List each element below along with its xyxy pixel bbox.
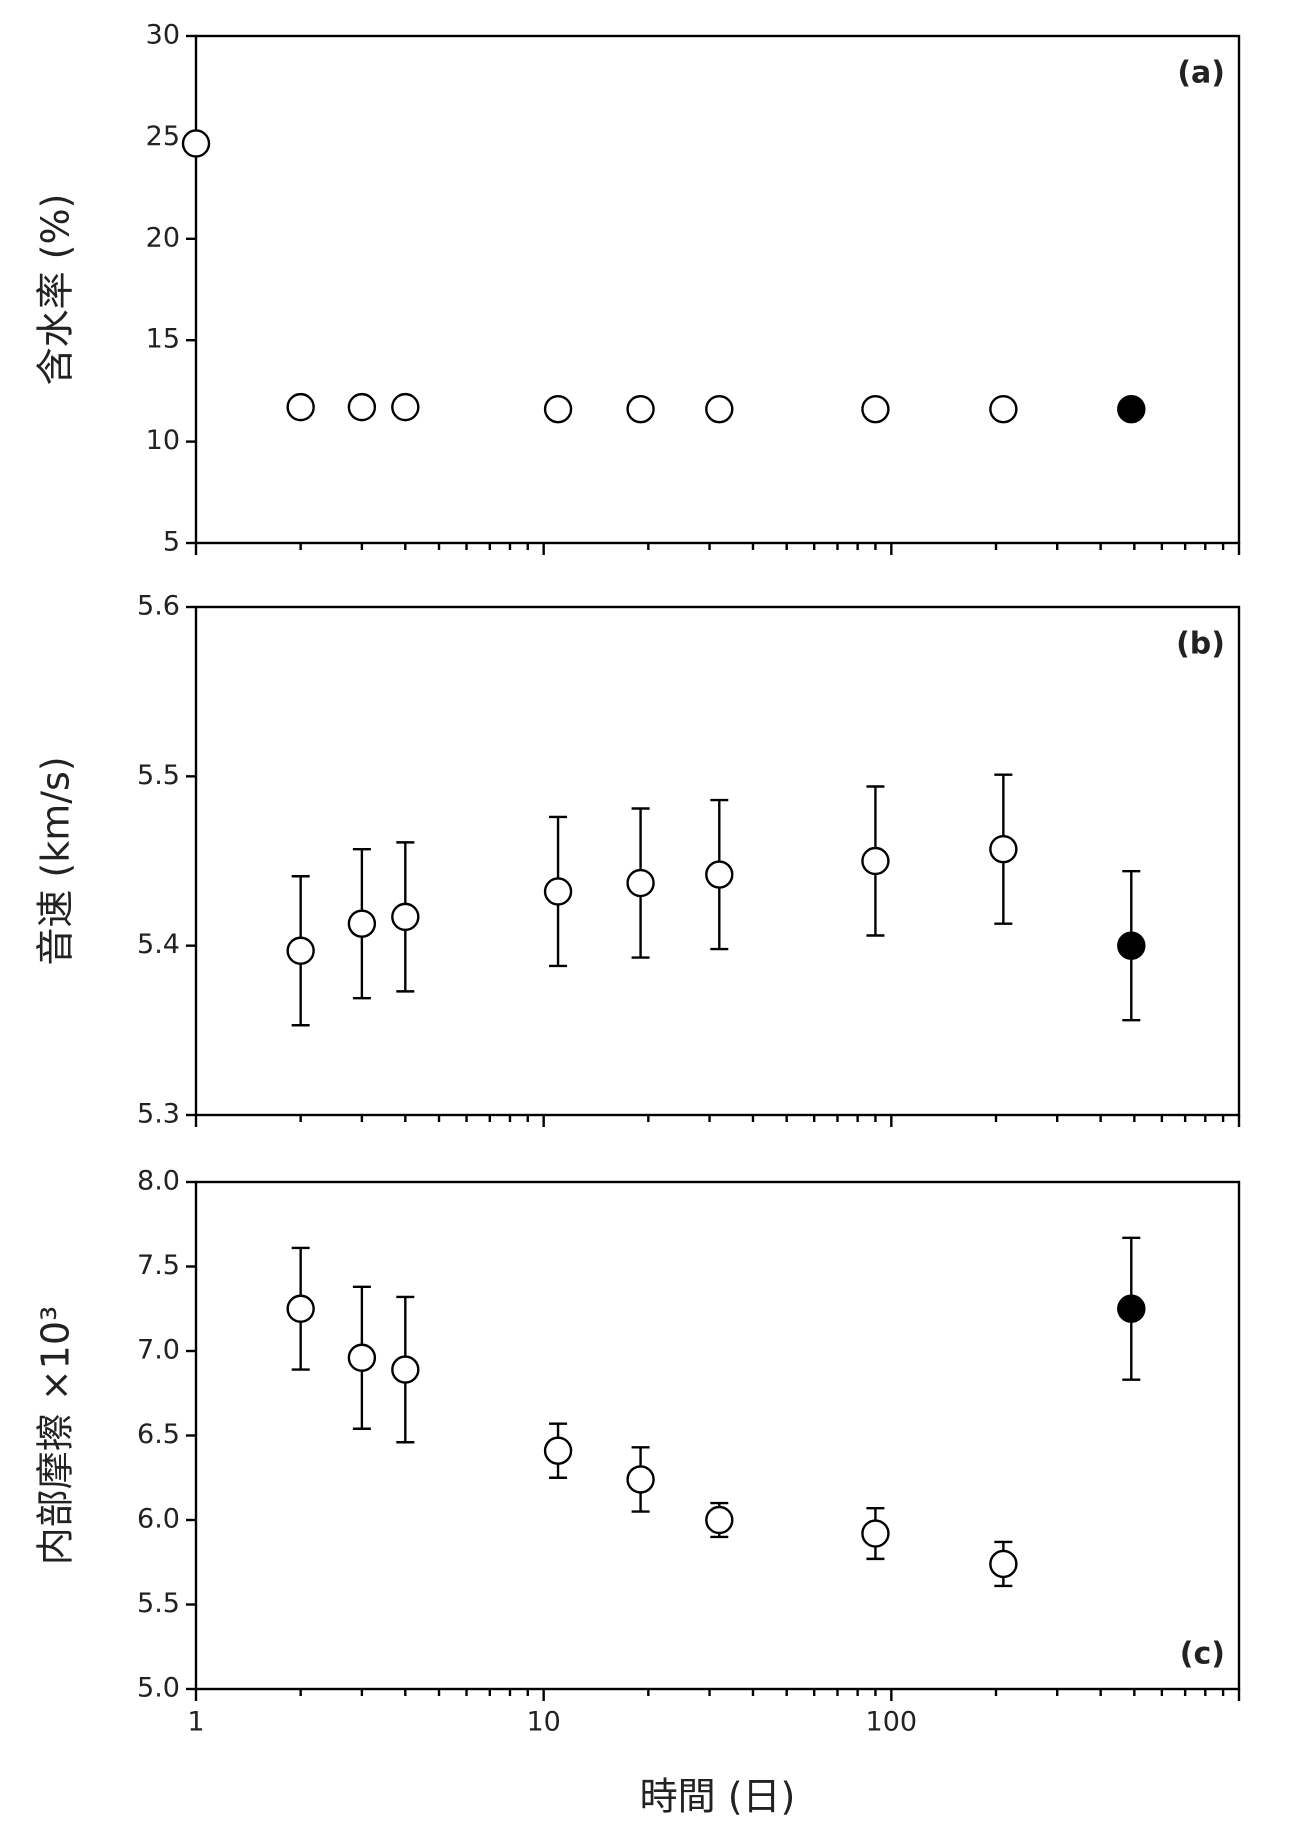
data-point (543, 394, 573, 424)
panel-label: (c) (1180, 1637, 1225, 1672)
y-tick-label: 5.5 (137, 760, 180, 791)
y-tick-label: 5 (163, 527, 180, 558)
y-tick-label: 5.3 (137, 1099, 180, 1130)
data-point (1117, 394, 1146, 424)
data-point (391, 392, 420, 422)
plot-frame (194, 605, 1241, 1117)
y-tick-label: 5.0 (137, 1673, 180, 1704)
data-point (286, 1294, 315, 1323)
data-point (989, 394, 1018, 424)
y-axis-label: 含水率 (%) (34, 194, 78, 386)
data-point (861, 846, 890, 876)
y-tick-label: 30 (146, 20, 180, 51)
x-tick-label: 10 (526, 1707, 560, 1738)
x-tick-label: 1 (187, 1707, 204, 1738)
y-axis-label: 音速 (km/s) (34, 756, 78, 965)
data-point (626, 394, 655, 424)
data-point (861, 394, 890, 424)
y-tick-label: 15 (146, 324, 180, 355)
y-tick-label: 8.0 (137, 1166, 180, 1197)
data-point (347, 909, 377, 938)
y-tick-label: 10 (146, 425, 180, 456)
x-axis-label: 時間 (日) (640, 1775, 796, 1819)
x-tick-label: 100 (866, 1707, 918, 1738)
data-point (286, 936, 315, 965)
data-point (543, 1436, 573, 1465)
y-tick-label: 7.0 (137, 1335, 180, 1366)
y-tick-label: 5.4 (137, 929, 180, 960)
plot-frame (194, 1180, 1241, 1691)
data-point (391, 902, 420, 932)
data-point (705, 860, 734, 889)
data-point (391, 1355, 420, 1384)
y-tick-label: 25 (146, 121, 180, 152)
data-point (989, 1549, 1018, 1579)
data-point (347, 1343, 377, 1372)
data-point (1117, 1294, 1146, 1323)
data-point (705, 1505, 734, 1535)
y-tick-label: 20 (146, 222, 180, 253)
y-tick-label: 5.6 (137, 591, 180, 622)
data-point (861, 1519, 890, 1548)
data-point (543, 877, 573, 906)
data-point (705, 394, 734, 424)
panel-label: (b) (1176, 627, 1225, 662)
y-tick-label: 6.0 (137, 1504, 180, 1535)
panel-label: (a) (1177, 56, 1225, 91)
data-point (286, 392, 315, 422)
data-point (347, 392, 377, 422)
data-point (181, 129, 211, 158)
y-axis-label: 内部摩擦 ×10³ (34, 1306, 78, 1566)
y-tick-label: 5.5 (137, 1588, 180, 1619)
data-point (626, 868, 655, 898)
data-point (1117, 931, 1146, 960)
y-tick-label: 6.5 (137, 1419, 180, 1450)
plot-frame (194, 34, 1241, 545)
data-point (626, 1465, 655, 1494)
data-point (989, 834, 1018, 864)
y-tick-label: 7.5 (137, 1250, 180, 1281)
